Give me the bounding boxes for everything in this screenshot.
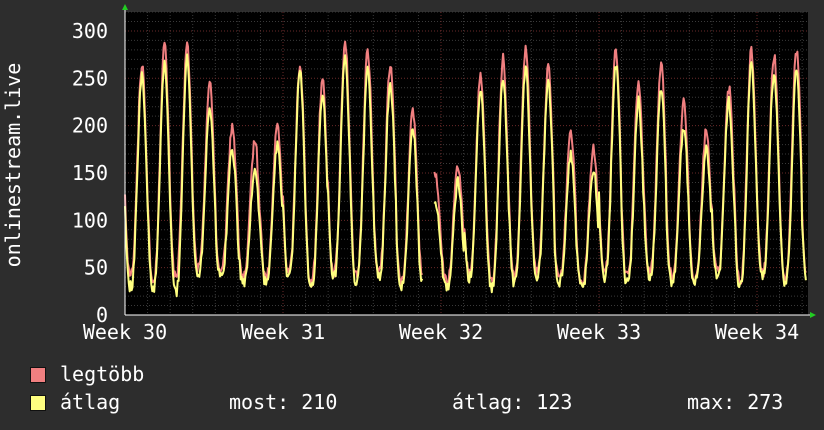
series-line-average <box>124 53 807 298</box>
y-tick-label: 300 <box>72 19 108 43</box>
x-tick-label: Week 30 <box>83 320 167 344</box>
legend-label-average: átlag <box>60 390 121 414</box>
y-axis-arrow-icon <box>122 4 128 10</box>
y-tick-label: 50 <box>84 256 108 280</box>
y-tick-label: 200 <box>72 114 108 138</box>
y-tick-label: 150 <box>72 161 108 185</box>
stat-average: átlag: 123 <box>452 390 573 414</box>
x-tick-label: Week 34 <box>715 320 799 344</box>
x-tick-label: Week 33 <box>557 320 641 344</box>
y-tick-label: 0 <box>96 303 108 327</box>
stat-max: max: 273 <box>687 390 784 414</box>
y-axis-label: onlinestream.live <box>1 63 25 268</box>
y-tick-label: 100 <box>72 208 108 232</box>
legend-label-max: legtöbb <box>60 362 145 386</box>
legend-swatch-max <box>30 367 46 383</box>
y-tick-label: 250 <box>72 66 108 90</box>
legend-swatch-average <box>30 395 46 411</box>
x-tick-label: Week 32 <box>399 320 483 344</box>
x-axis-arrow-icon <box>810 312 816 318</box>
stat-current: most: 210 <box>229 390 338 414</box>
x-tick-label: Week 31 <box>241 320 325 344</box>
